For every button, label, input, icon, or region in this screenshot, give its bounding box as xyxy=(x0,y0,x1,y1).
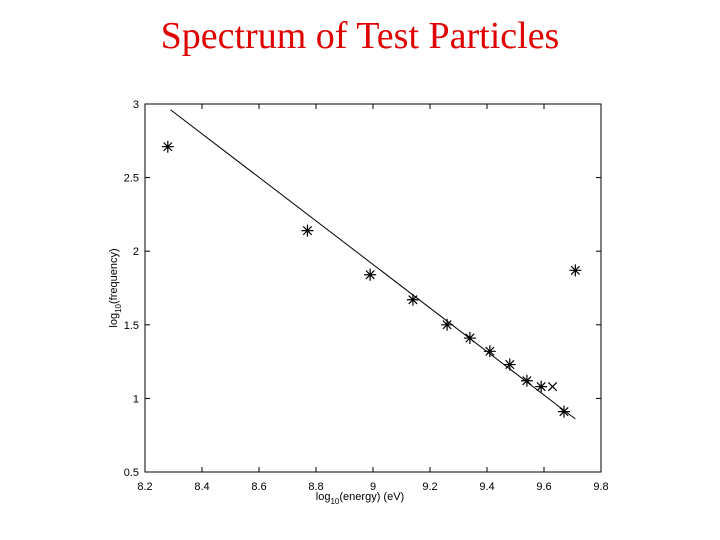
x-label-rest: (energy) (eV) xyxy=(339,491,404,503)
x-tick-label: 8.2 xyxy=(137,481,152,493)
point xyxy=(406,293,419,306)
point xyxy=(463,332,476,345)
fit-line xyxy=(170,109,576,420)
point xyxy=(161,140,174,153)
y-tick-label: 1 xyxy=(133,393,139,405)
y-axis-label: log10(frequency) xyxy=(108,248,123,327)
x-tick-label: 8.8 xyxy=(308,481,323,493)
point xyxy=(557,405,570,418)
y-tick-label: 2.5 xyxy=(124,173,139,185)
x-label-sub: 10 xyxy=(330,497,339,506)
y-tick-label: 3 xyxy=(133,99,139,111)
x-tick-label: 9 xyxy=(370,481,376,493)
y-label-sub: 10 xyxy=(114,303,123,312)
point xyxy=(441,318,454,331)
x-tick-label: 9.8 xyxy=(593,481,608,493)
y-label-base: log xyxy=(108,313,120,328)
x-tick-label: 9.6 xyxy=(536,481,551,493)
x-tick-label: 8.6 xyxy=(251,481,266,493)
x-tick-label: 8.4 xyxy=(194,481,209,493)
plot-frame xyxy=(144,103,602,473)
x-tick-label: 9.4 xyxy=(479,481,494,493)
y-tick-label: 0.5 xyxy=(124,467,139,479)
x-label-base: log xyxy=(316,491,331,503)
y-label-rest: (frequency) xyxy=(108,248,120,304)
slide-title: Spectrum of Test Particles xyxy=(160,15,560,57)
point xyxy=(483,345,496,358)
point xyxy=(503,358,516,371)
point xyxy=(569,264,582,277)
point xyxy=(520,374,533,387)
point xyxy=(301,224,314,237)
point xyxy=(364,268,377,281)
y-tick-label: 1.5 xyxy=(124,320,139,332)
y-tick-label: 2 xyxy=(133,246,139,258)
x-tick-label: 9.2 xyxy=(422,481,437,493)
point xyxy=(535,380,548,393)
point xyxy=(547,381,558,392)
x-axis-label: log10(energy) (eV) xyxy=(316,491,404,506)
